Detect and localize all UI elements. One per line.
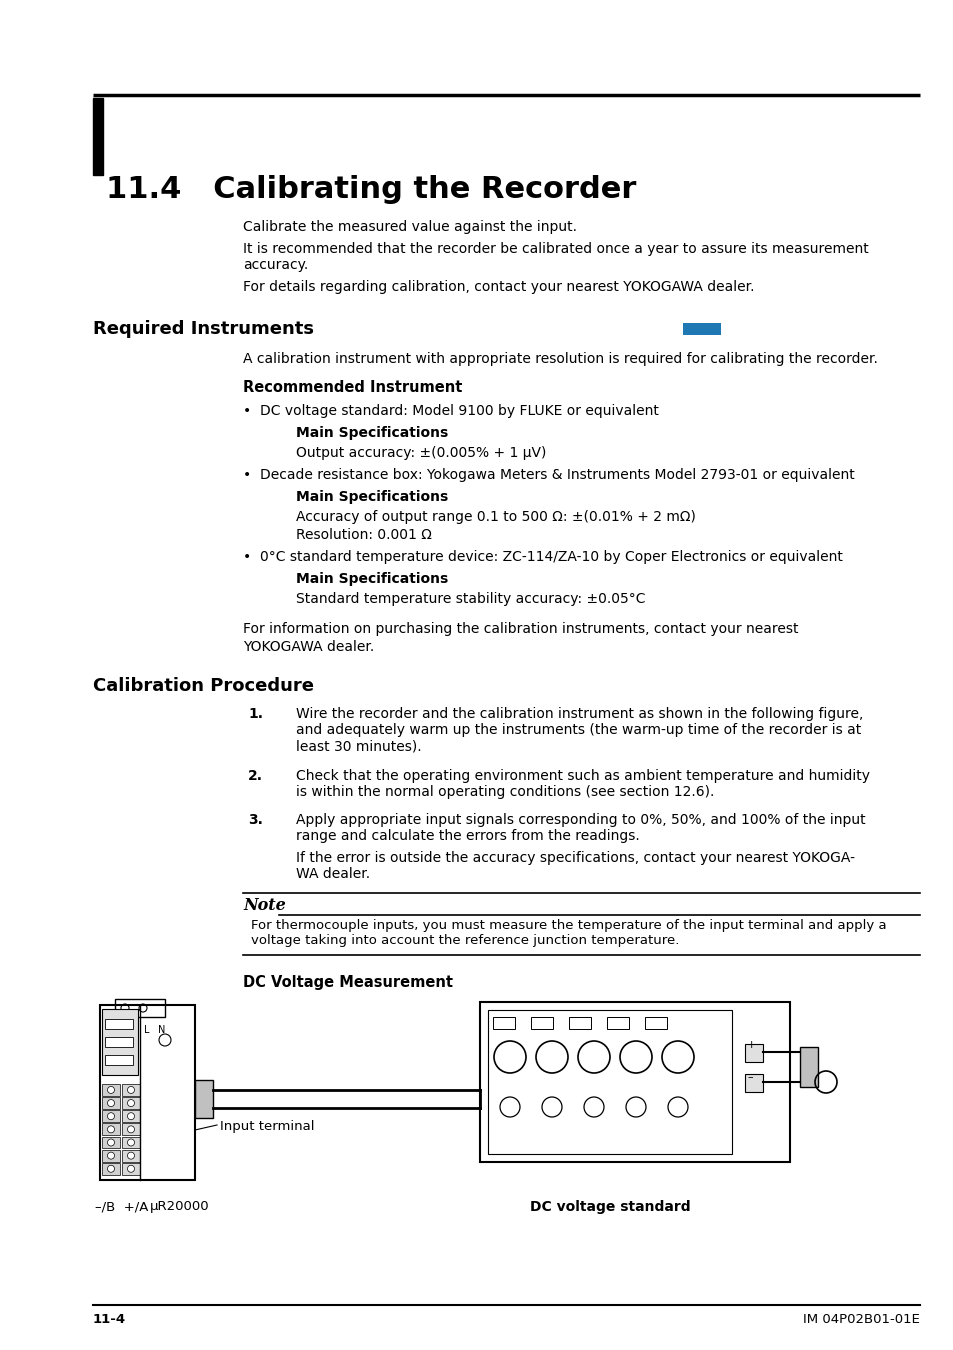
Bar <box>122 1110 140 1122</box>
Text: Main Specifications: Main Specifications <box>295 427 448 440</box>
Text: •  0°C standard temperature device: ZC-114/ZA-10 by Coper Electronics or equival: • 0°C standard temperature device: ZC-11… <box>243 549 842 564</box>
Text: Main Specifications: Main Specifications <box>295 490 448 504</box>
Circle shape <box>128 1139 134 1146</box>
Bar <box>194 1080 213 1118</box>
Circle shape <box>108 1126 114 1133</box>
Text: •  Decade resistance box: Yokogawa Meters & Instruments Model 2793-01 or equival: • Decade resistance box: Yokogawa Meters… <box>243 468 854 482</box>
Text: Required Instruments: Required Instruments <box>92 320 314 338</box>
Text: DC Voltage Measurement: DC Voltage Measurement <box>243 975 453 990</box>
Text: For details regarding calibration, contact your nearest YOKOGAWA dealer.: For details regarding calibration, conta… <box>243 279 754 294</box>
Bar <box>122 1123 140 1135</box>
Bar <box>122 1162 140 1174</box>
Text: 11-4: 11-4 <box>92 1314 126 1326</box>
Bar <box>100 1004 194 1180</box>
Bar <box>682 323 720 335</box>
Bar <box>92 99 103 176</box>
Bar <box>102 1162 120 1174</box>
Circle shape <box>128 1152 134 1160</box>
Bar <box>122 1150 140 1161</box>
Circle shape <box>128 1087 134 1094</box>
Bar <box>568 1017 590 1029</box>
Bar <box>105 1037 132 1048</box>
Text: If the error is outside the accuracy specifications, contact your nearest YOKOGA: If the error is outside the accuracy spe… <box>295 850 854 882</box>
Text: Apply appropriate input signals corresponding to 0%, 50%, and 100% of the input
: Apply appropriate input signals correspo… <box>295 813 864 844</box>
Text: DC voltage standard: DC voltage standard <box>530 1200 690 1214</box>
Circle shape <box>108 1087 114 1094</box>
Text: •  DC voltage standard: Model 9100 by FLUKE or equivalent: • DC voltage standard: Model 9100 by FLU… <box>243 404 659 418</box>
Circle shape <box>108 1139 114 1146</box>
Text: IM 04P02B01-01E: IM 04P02B01-01E <box>802 1314 919 1326</box>
Bar <box>122 1084 140 1096</box>
Text: Standard temperature stability accuracy: ±0.05°C: Standard temperature stability accuracy:… <box>295 593 645 606</box>
Bar <box>122 1137 140 1149</box>
Bar <box>102 1123 120 1135</box>
Bar <box>105 1019 132 1029</box>
Text: 11.4   Calibrating the Recorder: 11.4 Calibrating the Recorder <box>106 176 636 204</box>
Bar <box>488 1010 731 1154</box>
Bar <box>115 999 165 1017</box>
Text: +: + <box>746 1040 756 1050</box>
Text: A calibration instrument with appropriate resolution is required for calibrating: A calibration instrument with appropriat… <box>243 352 877 366</box>
Bar <box>531 1017 553 1029</box>
Text: L: L <box>144 1025 150 1035</box>
Text: Input terminal: Input terminal <box>220 1120 314 1133</box>
Bar <box>744 1044 762 1062</box>
Circle shape <box>108 1112 114 1119</box>
Text: For thermocouple inputs, you must measure the temperature of the input terminal : For thermocouple inputs, you must measur… <box>251 919 885 946</box>
Text: Main Specifications: Main Specifications <box>295 572 448 586</box>
Text: It is recommended that the recorder be calibrated once a year to assure its meas: It is recommended that the recorder be c… <box>243 242 868 273</box>
Bar <box>102 1098 120 1108</box>
Text: –/B  +/A: –/B +/A <box>95 1200 149 1214</box>
Bar <box>479 1002 789 1162</box>
Text: Note: Note <box>243 896 286 914</box>
Bar <box>493 1017 515 1029</box>
Text: 1.: 1. <box>248 707 263 721</box>
Bar <box>102 1137 120 1149</box>
Bar <box>102 1084 120 1096</box>
Text: μR20000: μR20000 <box>150 1200 210 1214</box>
Bar <box>105 1054 132 1065</box>
Bar <box>800 1048 817 1087</box>
Bar <box>102 1150 120 1161</box>
Text: –: – <box>746 1072 752 1081</box>
Bar <box>744 1075 762 1092</box>
Text: For information on purchasing the calibration instruments, contact your nearest: For information on purchasing the calibr… <box>243 622 798 636</box>
Text: Resolution: 0.001 Ω: Resolution: 0.001 Ω <box>295 528 432 541</box>
Text: Calibration Procedure: Calibration Procedure <box>92 676 314 695</box>
Bar <box>122 1098 140 1108</box>
Bar <box>606 1017 628 1029</box>
Bar <box>102 1008 138 1075</box>
Text: 2.: 2. <box>248 769 263 783</box>
Circle shape <box>128 1099 134 1107</box>
Text: Check that the operating environment such as ambient temperature and humidity
is: Check that the operating environment suc… <box>295 769 869 799</box>
Text: Calibrate the measured value against the input.: Calibrate the measured value against the… <box>243 220 577 234</box>
Circle shape <box>128 1165 134 1172</box>
Circle shape <box>108 1099 114 1107</box>
Circle shape <box>128 1126 134 1133</box>
Text: N: N <box>158 1025 165 1035</box>
Text: YOKOGAWA dealer.: YOKOGAWA dealer. <box>243 640 374 653</box>
Text: Recommended Instrument: Recommended Instrument <box>243 379 462 396</box>
Text: Accuracy of output range 0.1 to 500 Ω: ±(0.01% + 2 mΩ): Accuracy of output range 0.1 to 500 Ω: ±… <box>295 510 695 524</box>
Bar <box>102 1110 120 1122</box>
Circle shape <box>108 1152 114 1160</box>
Text: Wire the recorder and the calibration instrument as shown in the following figur: Wire the recorder and the calibration in… <box>295 707 862 753</box>
Bar <box>644 1017 666 1029</box>
Circle shape <box>128 1112 134 1119</box>
Text: Output accuracy: ±(0.005% + 1 μV): Output accuracy: ±(0.005% + 1 μV) <box>295 446 546 460</box>
Text: 3.: 3. <box>248 813 263 828</box>
Circle shape <box>108 1165 114 1172</box>
